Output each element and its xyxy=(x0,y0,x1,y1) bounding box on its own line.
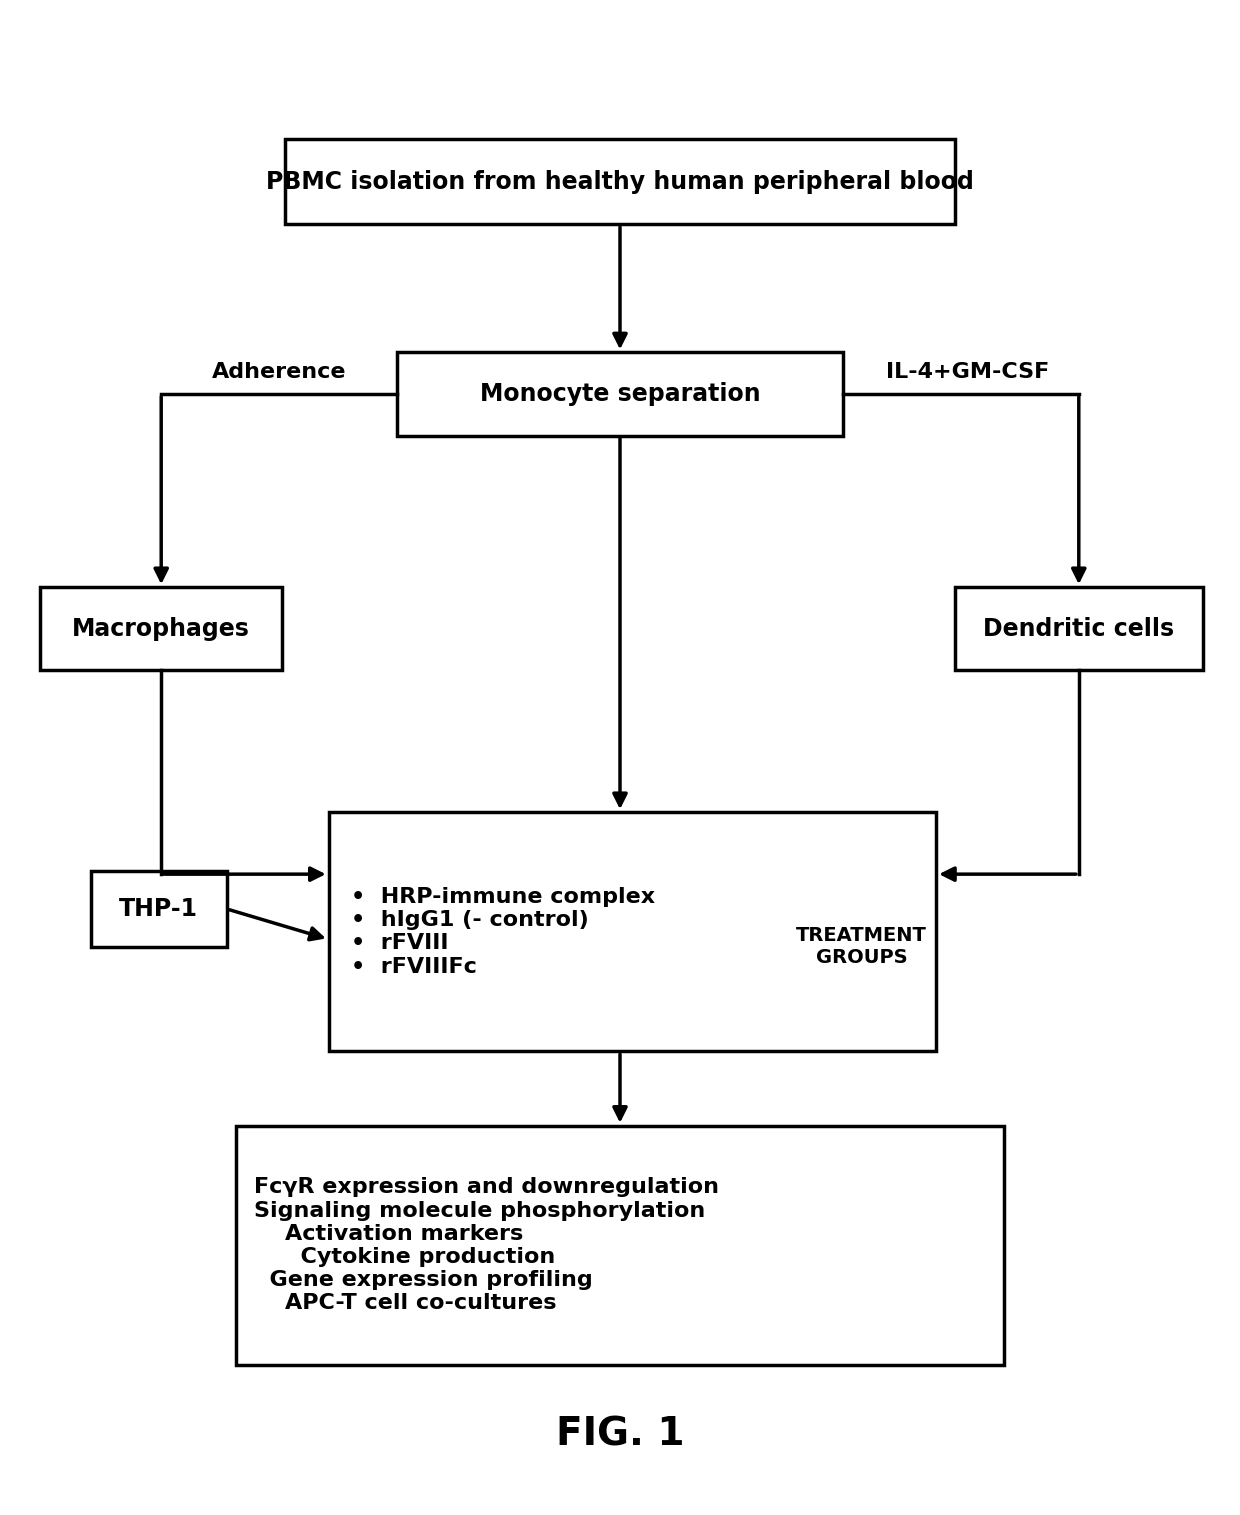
Text: Adherence: Adherence xyxy=(212,362,346,382)
Text: IL-4+GM-CSF: IL-4+GM-CSF xyxy=(885,362,1049,382)
Text: Dendritic cells: Dendritic cells xyxy=(983,617,1174,641)
FancyBboxPatch shape xyxy=(40,588,283,671)
FancyBboxPatch shape xyxy=(329,812,936,1051)
FancyBboxPatch shape xyxy=(236,1126,1004,1365)
Text: THP-1: THP-1 xyxy=(119,897,198,921)
Text: PBMC isolation from healthy human peripheral blood: PBMC isolation from healthy human periph… xyxy=(267,170,973,194)
Text: FcγR expression and downregulation
Signaling molecule phosphorylation
    Activa: FcγR expression and downregulation Signa… xyxy=(254,1177,719,1314)
FancyBboxPatch shape xyxy=(285,139,955,224)
Text: TREATMENT
GROUPS: TREATMENT GROUPS xyxy=(796,926,928,968)
Text: Monocyte separation: Monocyte separation xyxy=(480,382,760,406)
Text: Macrophages: Macrophages xyxy=(72,617,250,641)
FancyBboxPatch shape xyxy=(397,351,843,436)
FancyBboxPatch shape xyxy=(955,588,1203,671)
Text: •  HRP-immune complex
•  hIgG1 (- control)
•  rFVIII
•  rFVIIIFc: • HRP-immune complex • hIgG1 (- control)… xyxy=(351,886,655,977)
Text: FIG. 1: FIG. 1 xyxy=(556,1415,684,1454)
FancyBboxPatch shape xyxy=(91,871,227,947)
